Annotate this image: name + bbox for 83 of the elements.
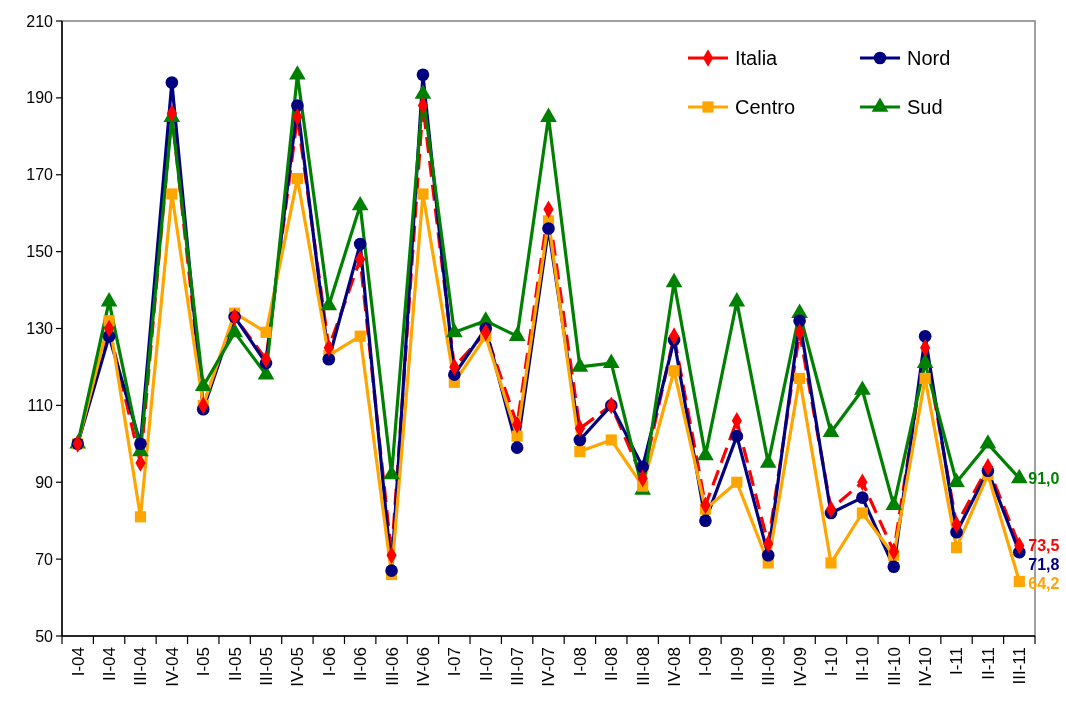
x-tick-label: II-07 (476, 647, 496, 682)
legend-label: Sud (907, 96, 943, 118)
point (573, 433, 587, 447)
point (668, 365, 680, 377)
point (166, 188, 178, 200)
y-tick-label: 170 (26, 166, 54, 184)
x-tick-label: II-06 (351, 647, 371, 682)
point (291, 173, 303, 185)
x-tick-label: II-10 (853, 647, 873, 682)
point (856, 491, 869, 504)
x-tick-label: II-09 (727, 647, 747, 682)
point (605, 434, 617, 446)
y-tick-label: 130 (26, 320, 54, 338)
x-tick-label: II-04 (100, 647, 120, 682)
x-tick-label: IV-07 (539, 647, 559, 687)
point (511, 430, 523, 442)
point (731, 476, 743, 488)
point (134, 437, 147, 451)
legend-label: Centro (735, 96, 796, 118)
y-tick-label: 150 (26, 243, 54, 261)
x-tick-label: IV-09 (790, 647, 810, 687)
x-tick-label: IV-10 (916, 647, 936, 687)
x-tick-label: I-07 (445, 647, 465, 677)
x-tick-label: III-04 (131, 647, 151, 686)
point (699, 514, 712, 527)
x-tick-label: III-07 (508, 647, 528, 686)
point (825, 557, 837, 569)
y-tick-label: 210 (26, 12, 54, 30)
x-tick-label: III-05 (256, 647, 276, 686)
point (134, 511, 147, 523)
point (353, 237, 367, 251)
x-tick-label: I-05 (194, 647, 214, 677)
x-tick-label: IV-05 (288, 647, 308, 687)
x-tick-label: III-11 (1010, 647, 1030, 685)
y-tick-label: 90 (35, 473, 54, 491)
x-tick-label: III-08 (633, 647, 653, 686)
y-tick-label: 50 (35, 627, 54, 645)
point (354, 330, 366, 342)
x-tick-label: I-11 (947, 647, 967, 676)
point (918, 329, 932, 343)
point (542, 222, 555, 235)
x-tick-label: I-09 (696, 647, 716, 677)
point (636, 460, 649, 474)
y-tick-label: 70 (35, 550, 54, 568)
x-tick-label: IV-08 (665, 647, 684, 687)
point (793, 314, 806, 328)
x-tick-label: III-06 (382, 647, 402, 686)
data-label: 64,2 (1028, 575, 1060, 593)
data-label: 71,8 (1028, 556, 1060, 574)
point (574, 445, 586, 458)
point (794, 372, 806, 385)
x-tick-label: I-04 (68, 647, 88, 677)
point (417, 188, 429, 200)
x-tick-label: III-10 (884, 647, 904, 686)
legend-label: Italia (735, 47, 779, 69)
point (950, 542, 963, 554)
y-tick-label: 190 (26, 89, 54, 107)
data-label: 73,5 (1028, 537, 1060, 555)
x-tick-label: II-05 (225, 647, 245, 682)
legend-label: Nord (907, 47, 951, 69)
point (291, 99, 304, 112)
x-tick-label: II-11 (978, 647, 998, 680)
x-tick-label: I-06 (319, 647, 339, 677)
point (1013, 575, 1025, 588)
point (385, 564, 398, 577)
point (260, 326, 272, 338)
point (730, 429, 744, 443)
x-tick-label: IV-06 (413, 647, 433, 687)
point (165, 76, 179, 89)
y-tick-label: 110 (27, 396, 54, 414)
point (919, 372, 931, 385)
x-tick-label: I-08 (570, 647, 590, 677)
point (887, 560, 901, 574)
data-label: 91,0 (1028, 470, 1060, 488)
x-tick-label: III-09 (759, 647, 779, 686)
x-tick-label: II-08 (602, 647, 622, 682)
point (856, 507, 868, 519)
point (322, 352, 336, 366)
x-tick-label: IV-04 (162, 647, 182, 687)
x-tick-label: I-10 (821, 647, 841, 677)
point (761, 548, 775, 562)
point (416, 68, 430, 82)
point (510, 441, 524, 454)
